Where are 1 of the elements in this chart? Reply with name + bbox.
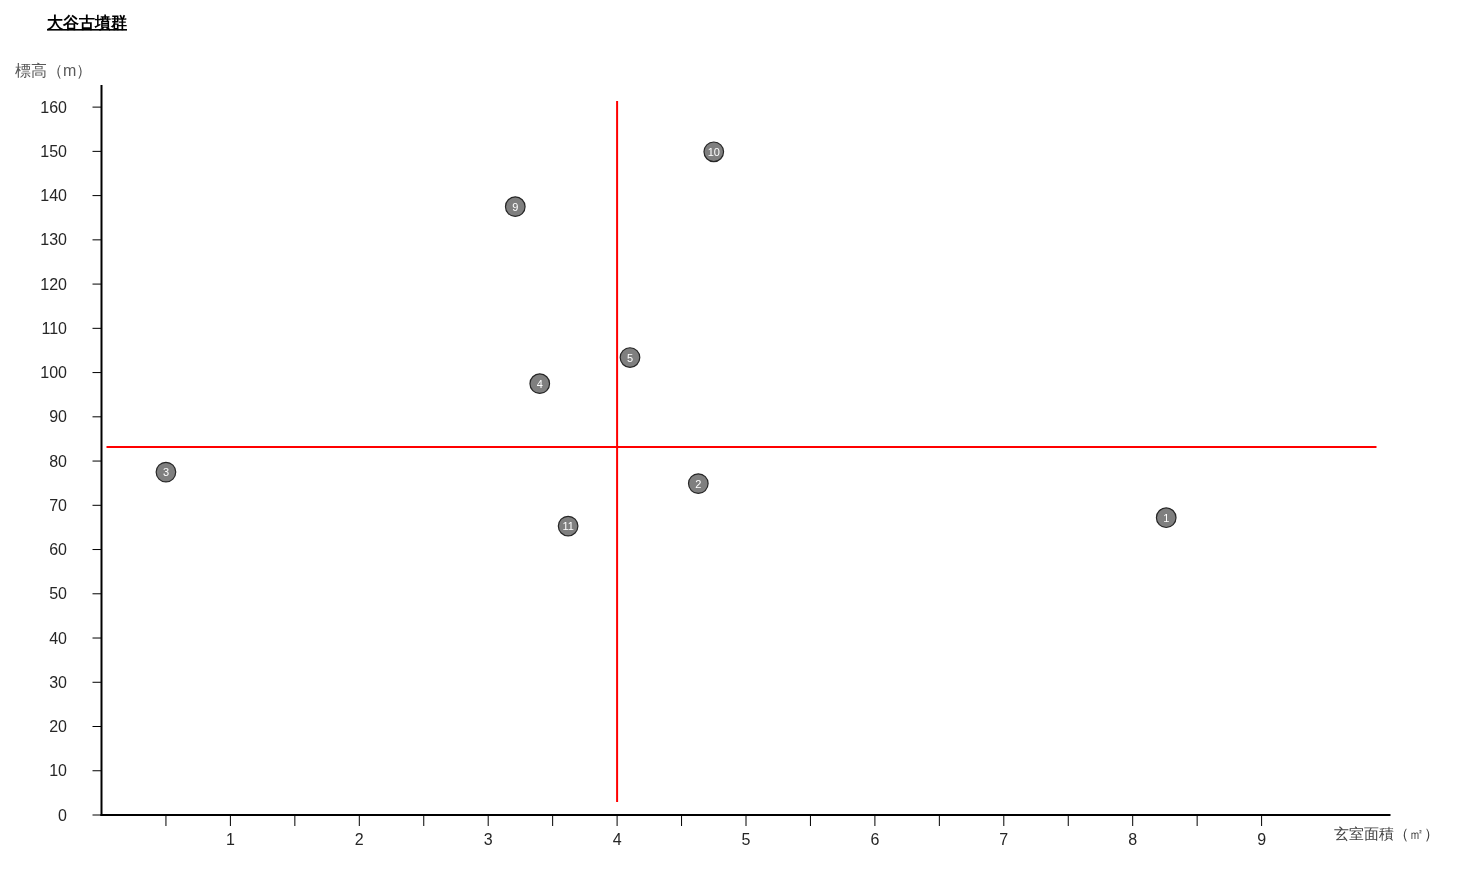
title: 大谷古墳群 — [47, 14, 127, 31]
